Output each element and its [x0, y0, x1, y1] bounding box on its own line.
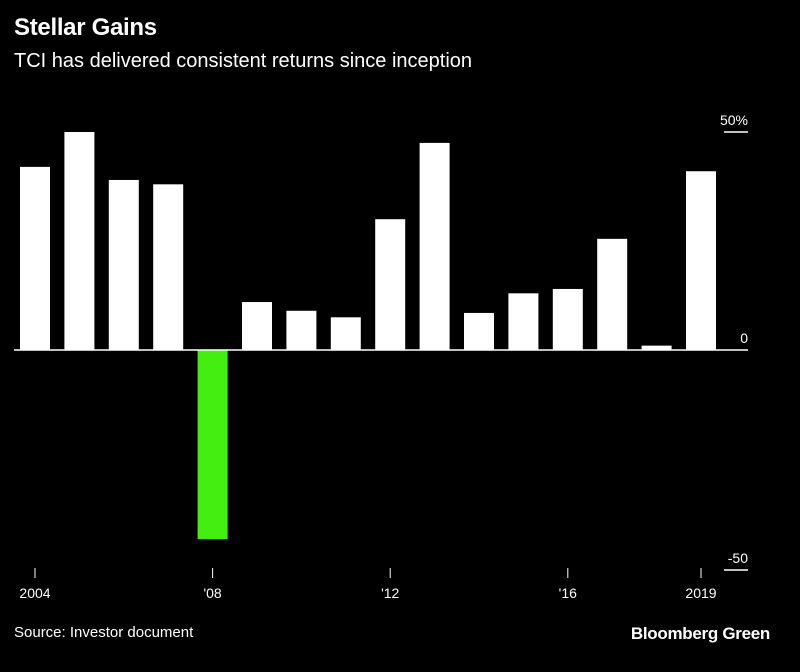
- chart-title: Stellar Gains: [14, 14, 157, 41]
- x-tick-label: 2019: [685, 585, 716, 601]
- y-tick-label: 50%: [720, 112, 748, 128]
- y-axis: 50% 0 -50: [720, 112, 748, 571]
- bar-2015: [508, 293, 539, 350]
- bar-2007: [153, 184, 184, 350]
- x-tick-label: '16: [559, 585, 577, 601]
- y-tick-label: 0: [740, 330, 748, 346]
- bar-2011: [330, 317, 361, 350]
- bar-2018: [641, 345, 672, 350]
- chart-subtitle: TCI has delivered consistent returns sin…: [14, 50, 473, 72]
- bar-2008: [197, 350, 228, 540]
- bar-2009: [242, 302, 272, 350]
- x-tick-label: '12: [381, 585, 399, 601]
- bar-2012: [375, 219, 406, 350]
- bar-2010: [286, 310, 317, 350]
- bar-2014: [464, 312, 494, 350]
- x-tick-label: '08: [203, 585, 221, 601]
- y-tick-label: -50: [728, 550, 748, 566]
- source-note: Source: Investor document: [14, 624, 194, 641]
- bar-2017: [597, 238, 628, 350]
- bar-2019: [686, 171, 716, 350]
- bar-2006: [108, 179, 139, 350]
- bar-series: [20, 132, 716, 540]
- x-tick-label: 2004: [19, 585, 50, 601]
- bar-2016: [552, 288, 583, 350]
- x-axis: 2004 '08 '12 '16 2019: [19, 568, 717, 601]
- brand-logo: Bloomberg Green: [630, 624, 770, 643]
- bar-2004: [20, 166, 50, 350]
- bar-2013: [419, 142, 450, 350]
- bar-2005: [64, 132, 95, 350]
